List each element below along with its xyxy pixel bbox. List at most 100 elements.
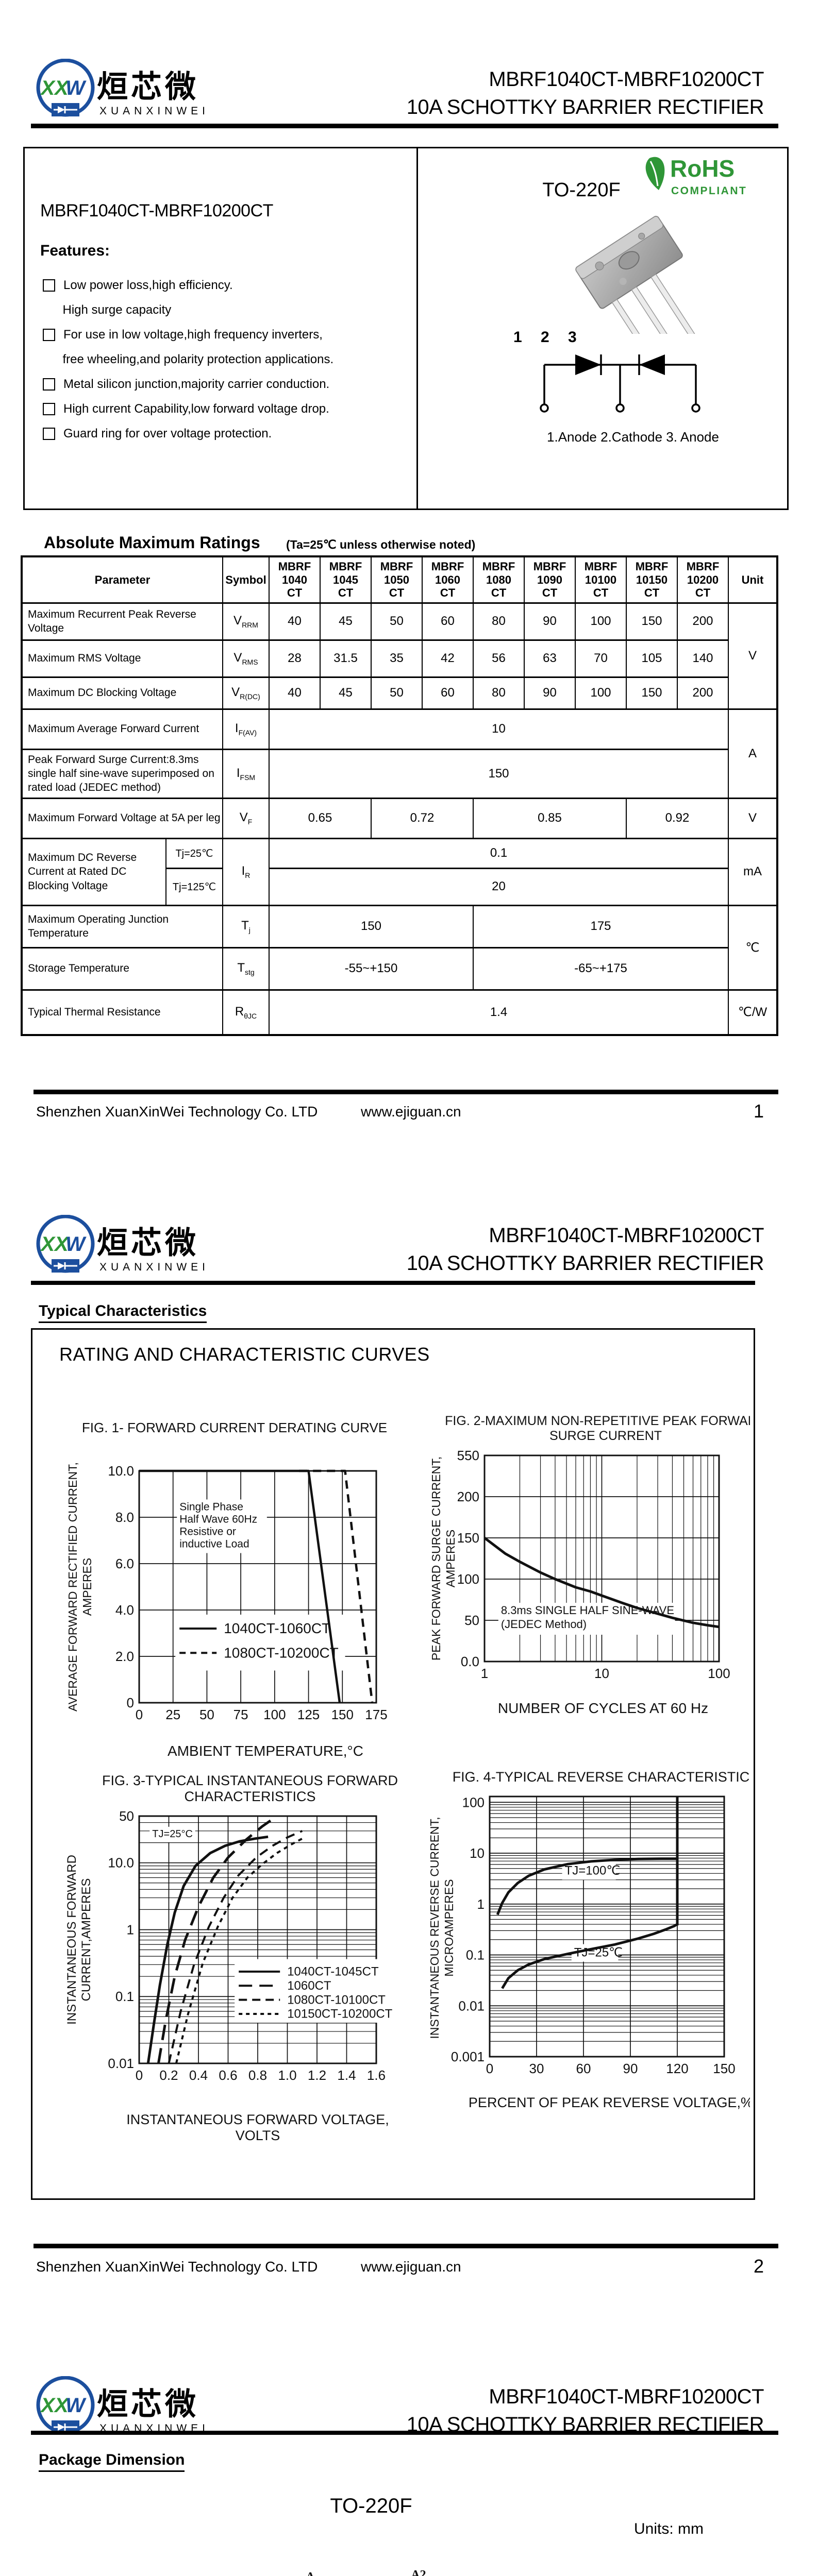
- svg-text:TJ=25°C: TJ=25°C: [152, 1828, 193, 1840]
- amr-row: Typical Thermal Resistance RθJC 1.4 ℃/W: [21, 989, 778, 1036]
- svg-text:175: 175: [365, 1707, 387, 1722]
- amr-cell: -55~+150: [269, 946, 474, 991]
- svg-text:0: 0: [486, 2061, 493, 2076]
- page3-header: XX W 烜芯微 XUANXINWEI MBRF1040CT-MBRF10200C…: [31, 2376, 778, 2445]
- overview-box: MBRF1040CT-MBRF10200CT Features: Low pow…: [23, 147, 789, 510]
- svg-text:10150CT-10200CT: 10150CT-10200CT: [287, 2007, 392, 2021]
- amr-cell: 150: [269, 748, 729, 799]
- figure-3: FIG. 3-TYPICAL INSTANTANEOUS FORWARD CHAR…: [49, 1770, 399, 2161]
- amr-cell: 0.85: [473, 797, 627, 839]
- amr-cell: -65~+175: [473, 946, 729, 991]
- amr-cell: 40: [269, 676, 321, 710]
- svg-text:10.0: 10.0: [108, 1463, 134, 1479]
- amr-cell: A: [728, 708, 778, 799]
- amr-cell: 28: [269, 639, 321, 678]
- amr-cell: 70: [575, 639, 627, 678]
- amr-cell: 140: [677, 639, 729, 678]
- fig3-forward-characteristics: FIG. 3-TYPICAL INSTANTANEOUS FORWARDCHAR…: [65, 1773, 399, 2143]
- amr-cell: 80: [473, 676, 525, 710]
- svg-text:VOLTS: VOLTS: [236, 2128, 280, 2143]
- figure-2: FIG. 2-MAXIMUM NON-REPETITIVE PEAK FORWA…: [420, 1412, 766, 1785]
- ratings-heading: Absolute Maximum Ratings: [44, 533, 260, 552]
- svg-text:75: 75: [233, 1707, 248, 1722]
- svg-text:10: 10: [594, 1666, 609, 1681]
- amr-cell: Typical Thermal Resistance: [21, 989, 223, 1036]
- amr-header-row: Parameter Symbol MBRF 1040 CT MBRF 1045 CT M…: [21, 555, 778, 604]
- brand-english: XUANXINWEI: [99, 1261, 210, 1273]
- svg-text:0.4: 0.4: [189, 2067, 208, 2083]
- svg-text:W: W: [65, 2394, 87, 2417]
- svg-text:CHARACTERISTICS: CHARACTERISTICS: [184, 1789, 315, 1804]
- package-drawing: AA1A2CC1C2B1B1D1D2D3DDαA3B2EE1E2B3E3E4: [306, 2568, 426, 2576]
- checkbox-bullet-icon: [43, 378, 55, 391]
- amr-cell: 100: [575, 602, 627, 641]
- svg-text:0.2: 0.2: [159, 2067, 178, 2083]
- amr-header-cell: MBRF 1045 CT: [320, 555, 372, 604]
- amr-cell: Tstg: [222, 946, 270, 991]
- feature-text: Low power loss,high efficiency.: [63, 278, 233, 292]
- feature-item: High surge capacity: [43, 303, 333, 328]
- svg-text:2.0: 2.0: [115, 1649, 134, 1664]
- pin-numbers: 1 2 3: [513, 329, 584, 346]
- amr-cell: V: [728, 602, 778, 710]
- amr-row: Storage Temperature Tstg -55~+150 -65~+175: [21, 946, 777, 991]
- amr-cell: 0.92: [626, 797, 729, 839]
- feature-text: For use in low voltage,high frequency in…: [63, 328, 323, 342]
- package-name: TO-220F: [542, 179, 621, 201]
- svg-text:FIG. 3-TYPICAL INSTANTANEOUS F: FIG. 3-TYPICAL INSTANTANEOUS FORWARD: [102, 1773, 398, 1788]
- checkbox-bullet-icon: [43, 329, 55, 341]
- figure-4: FIG. 4-TYPICAL REVERSE CHARACTERISTICS IN…: [420, 1763, 759, 2157]
- amr-cell: IR: [222, 837, 270, 906]
- footer-page-number: 1: [753, 1100, 764, 1122]
- amr-cell: 35: [371, 639, 423, 678]
- svg-text:XX: XX: [40, 1233, 70, 1256]
- amr-cell: 56: [473, 639, 525, 678]
- feature-text: High surge capacity: [62, 303, 172, 317]
- diode-schematic-icon: [540, 354, 700, 413]
- svg-text:100: 100: [263, 1707, 286, 1722]
- amr-header-cell: MBRF 1080 CT: [473, 555, 525, 604]
- amr-cell: 0.72: [371, 797, 474, 839]
- amr-row: Tj=125℃ 20: [22, 867, 777, 906]
- pin-legend: 1.Anode 2.Cathode 3. Anode: [547, 429, 719, 445]
- svg-text:1080CT-10100CT: 1080CT-10100CT: [287, 1993, 386, 2007]
- svg-text:10.0: 10.0: [108, 1855, 134, 1871]
- svg-text:(JEDEC Method): (JEDEC Method): [501, 1618, 587, 1631]
- amr-cell: Maximum Average Forward Current: [21, 708, 223, 750]
- amr-cell: VR(DC): [222, 676, 270, 710]
- amr-row: Peak Forward Surge Current:8.3ms single …: [21, 748, 777, 799]
- amr-header-cell: MBRF 1040 CT: [269, 555, 321, 604]
- svg-text:1040CT-1045CT: 1040CT-1045CT: [287, 1965, 379, 1979]
- package-dimension-heading: Package Dimension: [39, 2451, 185, 2472]
- brand-english: XUANXINWEI: [99, 105, 210, 117]
- ratings-table: Parameter Symbol MBRF 1040 CT MBRF 1045 CT M…: [21, 555, 778, 1036]
- amr-cell: Maximum DC Blocking Voltage: [21, 676, 223, 710]
- feature-text: Metal silicon junction,majority carrier …: [63, 377, 330, 391]
- amr-cell: 100: [575, 676, 627, 710]
- feature-item: Guard ring for over voltage protection.: [43, 427, 333, 451]
- amr-cell: 10: [269, 708, 729, 750]
- feature-text: Guard ring for over voltage protection.: [63, 427, 272, 440]
- company-logo-icon: XXW: [36, 59, 95, 117]
- svg-text:INSTANTANEOUS FORWARD VOLTAGE,: INSTANTANEOUS FORWARD VOLTAGE,: [126, 2112, 389, 2127]
- amr-cell: 20: [269, 867, 729, 906]
- units-label: Units: mm: [634, 2520, 704, 2537]
- feature-text: High current Capability,low forward volt…: [63, 402, 329, 416]
- svg-text:FIG. 2-MAXIMUM NON-REPETITIVE: FIG. 2-MAXIMUM NON-REPETITIVE PEAK FORWA…: [445, 1414, 750, 1428]
- svg-text:0.001: 0.001: [451, 2049, 485, 2064]
- amr-cell: 150: [269, 904, 474, 948]
- amr-cell: 50: [371, 602, 423, 641]
- svg-text:inductive Load: inductive Load: [179, 1538, 249, 1550]
- amr-cell: 40: [269, 602, 321, 641]
- svg-text:0.6: 0.6: [219, 2067, 237, 2083]
- svg-text:1.6: 1.6: [367, 2067, 386, 2083]
- figure-1: FIG. 1- FORWARD CURRENT DERATING CURVE AV…: [49, 1412, 399, 1785]
- svg-text:4.0: 4.0: [115, 1602, 134, 1618]
- amr-cell: Maximum Operating Junction Temperature: [21, 904, 223, 948]
- amr-cell: Tj: [222, 904, 270, 948]
- doc-title-line1: MBRF1040CT-MBRF10200CT: [489, 2385, 764, 2408]
- footer-rule: [34, 1090, 778, 1094]
- feature-item: Metal silicon junction,majority carrier …: [43, 377, 333, 402]
- amr-row: Maximum Average Forward Current IF(AV) 10 A: [21, 708, 778, 799]
- svg-text:1060CT: 1060CT: [287, 1979, 331, 1993]
